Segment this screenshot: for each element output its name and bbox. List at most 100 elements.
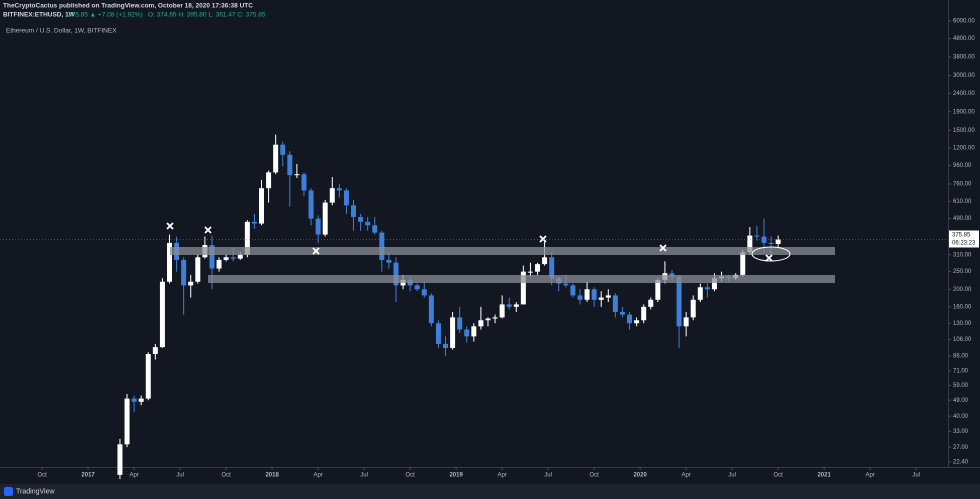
- candle-body: [230, 257, 236, 259]
- y-tick-label: 1500.00: [953, 128, 975, 134]
- candle-body: [492, 317, 498, 319]
- candle-body: [266, 172, 272, 189]
- candle-body: [237, 254, 243, 259]
- y-tick-label: 160.00: [953, 304, 972, 310]
- y-tick-label: 40.00: [953, 414, 969, 420]
- y-tick-label: 86.00: [953, 353, 969, 359]
- candle-body: [216, 259, 222, 269]
- y-tick-label: 1200.00: [953, 146, 975, 152]
- publisher-line: TheCryptoCactus published on TradingView…: [3, 3, 253, 10]
- x-tick-label: Apr: [681, 473, 690, 479]
- candle-body: [669, 273, 675, 277]
- x-tick-label: Oct: [405, 473, 415, 479]
- candle-body: [457, 317, 463, 330]
- zone-band: [208, 275, 835, 283]
- y-tick-label: 310.00: [953, 252, 972, 258]
- countdown-label: 06:23:23: [952, 241, 976, 247]
- candle-body: [761, 236, 767, 243]
- price-change: 375.85 ▲ +7.08 (+1.92%): [68, 12, 143, 19]
- candle-body: [584, 289, 590, 300]
- y-tick-label: 59.00: [953, 383, 969, 389]
- candle-body: [612, 295, 618, 312]
- candle-body: [414, 285, 420, 290]
- candle-body: [188, 281, 194, 286]
- y-tick-label: 106.00: [953, 337, 972, 343]
- x-tick-label: Oct: [773, 473, 783, 479]
- y-tick-label: 1900.00: [953, 109, 975, 115]
- y-tick-label: 490.00: [953, 216, 972, 222]
- candle-body: [542, 257, 548, 265]
- x-tick-label: 2017: [81, 473, 95, 479]
- candle-body: [690, 299, 696, 318]
- candle-body: [294, 174, 300, 176]
- x-tick-label: Jul: [176, 473, 184, 479]
- brand-logo: [4, 487, 13, 496]
- candle-body: [627, 314, 633, 324]
- candle-body: [195, 257, 201, 282]
- candle-body: [351, 205, 357, 217]
- x-tick-label: Oct: [37, 473, 47, 479]
- x-tick-label: 2020: [633, 473, 647, 479]
- candle-body: [591, 289, 597, 300]
- candle-body: [117, 444, 123, 475]
- candle-body: [421, 289, 427, 296]
- x-tick-label: 2018: [265, 473, 279, 479]
- y-tick-label: 71.00: [953, 369, 969, 375]
- zone-band: [170, 247, 835, 255]
- candle-body: [435, 323, 441, 344]
- candle-body: [315, 218, 321, 235]
- candle-body: [711, 278, 717, 290]
- highlight-ellipse: [751, 246, 791, 262]
- candle-body: [513, 304, 519, 307]
- y-tick-label: 130.00: [953, 321, 972, 327]
- candle-body: [152, 347, 158, 354]
- candle-body: [259, 188, 265, 224]
- candle-body: [464, 329, 470, 337]
- candle-body: [605, 295, 611, 298]
- ohlc-values: O: 374.65 H: 395.80 L: 361.47 C: 375.85: [148, 12, 266, 19]
- candle-body: [273, 144, 279, 173]
- candle-body: [634, 320, 640, 324]
- candle-body: [697, 287, 703, 300]
- candle-body: [478, 320, 484, 327]
- candle-body: [145, 353, 151, 399]
- candle-body: [322, 202, 328, 235]
- candle-body: [499, 304, 505, 318]
- last-price-box: [949, 230, 979, 248]
- candle-body: [244, 221, 250, 255]
- y-tick-label: 760.00: [953, 182, 972, 188]
- y-tick-label: 960.00: [953, 163, 972, 169]
- x-tick-label: Jul: [544, 473, 552, 479]
- y-tick-label: 200.00: [953, 287, 972, 293]
- candle-body: [181, 259, 187, 286]
- y-tick-label: 49.00: [953, 398, 969, 404]
- candle-body: [251, 221, 257, 224]
- x-marker: [166, 222, 174, 230]
- x-tick-label: Jul: [912, 473, 920, 479]
- candle-body: [393, 262, 399, 286]
- candle-body: [223, 257, 229, 260]
- candle-body: [287, 154, 293, 176]
- candle-body: [577, 295, 583, 300]
- x-marker: [204, 226, 212, 234]
- x-tick-label: 2019: [449, 473, 463, 479]
- candle-body: [386, 259, 392, 263]
- candle-body: [443, 343, 449, 348]
- candle-body: [549, 257, 555, 279]
- candle-body: [450, 317, 456, 348]
- y-tick-label: 27.00: [953, 445, 969, 451]
- candle-body: [485, 318, 491, 321]
- brand: TradingView: [16, 488, 55, 495]
- candle-body: [768, 242, 774, 244]
- y-tick-label: 4800.00: [953, 36, 975, 42]
- candle-body: [775, 239, 781, 244]
- x-marker: [659, 244, 667, 252]
- candle-body: [740, 252, 746, 275]
- x-tick-label: Apr: [497, 473, 506, 479]
- y-tick-label: 610.00: [953, 199, 972, 205]
- x-tick-label: Oct: [589, 473, 599, 479]
- candle-body: [598, 297, 604, 300]
- candle-body: [520, 271, 526, 305]
- candle-body: [336, 188, 342, 191]
